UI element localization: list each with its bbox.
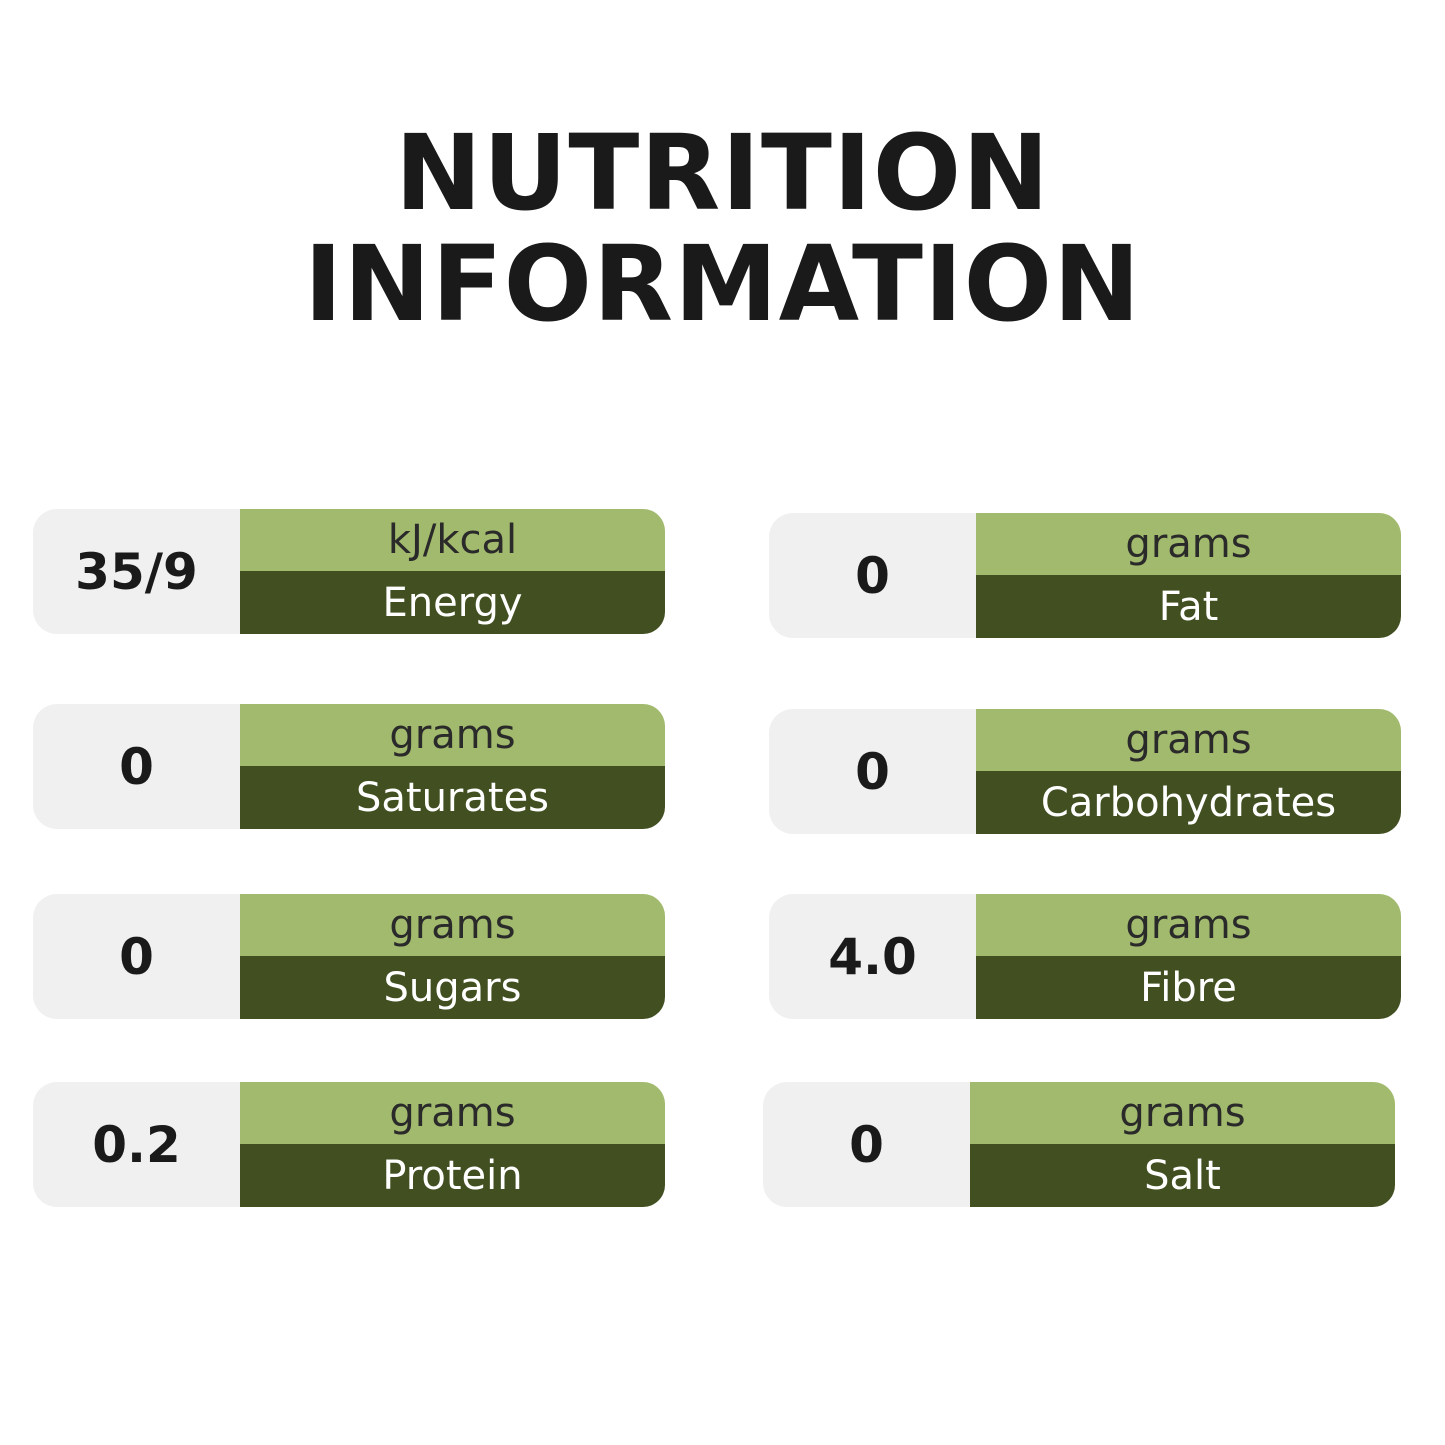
nutrient-name: Salt [970,1144,1395,1207]
nutrient-unit: grams [976,894,1401,956]
nutrient-unit: grams [976,513,1401,575]
nutrient-value: 4.0 [769,894,976,1019]
nutrient-name: Carbohydrates [976,771,1401,834]
nutrient-name: Sugars [240,956,665,1019]
nutrient-unit: grams [240,894,665,956]
nutrient-value: 0 [33,894,240,1019]
nutrient-unit: kJ/kcal [240,509,665,571]
nutrient-name: Saturates [240,766,665,829]
nutrient-name: Protein [240,1144,665,1207]
nutrient-value: 0 [33,704,240,829]
nutrition-card-energy: 35/9 kJ/kcal Energy [33,509,665,634]
nutrient-name: Fat [976,575,1401,638]
nutrient-value: 0 [769,513,976,638]
nutrient-unit: grams [970,1082,1395,1144]
nutrition-card-salt: 0 grams Salt [763,1082,1395,1207]
nutrition-card-sugars: 0 grams Sugars [33,894,665,1019]
title-line-1: NUTRITION [394,112,1051,234]
nutrient-unit: grams [240,704,665,766]
nutrient-value: 0 [769,709,976,834]
nutrition-card-saturates: 0 grams Saturates [33,704,665,829]
nutrition-card-carbohydrates: 0 grams Carbohydrates [769,709,1401,834]
nutrient-value: 35/9 [33,509,240,634]
title-line-2: INFORMATION [303,223,1142,345]
nutrient-name: Fibre [976,956,1401,1019]
nutrient-value: 0 [763,1082,970,1207]
nutrition-card-fibre: 4.0 grams Fibre [769,894,1401,1019]
nutrient-name: Energy [240,571,665,634]
nutrition-card-fat: 0 grams Fat [769,513,1401,638]
nutrient-value: 0.2 [33,1082,240,1207]
nutrient-unit: grams [240,1082,665,1144]
nutrient-unit: grams [976,709,1401,771]
nutrition-card-protein: 0.2 grams Protein [33,1082,665,1207]
page-title: NUTRITION INFORMATION [0,118,1445,340]
